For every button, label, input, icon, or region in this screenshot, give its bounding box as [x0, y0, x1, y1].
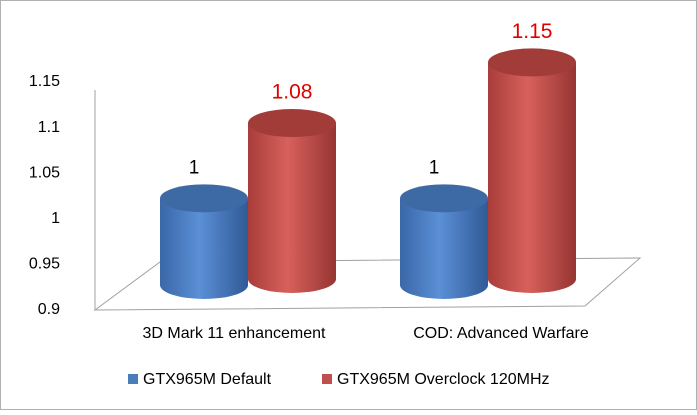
y-tick-label: 1.1 [38, 119, 60, 136]
x-tick-label: COD: Advanced Warfare [413, 325, 589, 342]
legend-label: GTX965M Default [143, 371, 272, 388]
x-tick-label: 3D Mark 11 enhancement [143, 325, 326, 342]
cylinder-top [488, 48, 576, 77]
cylinder [160, 198, 248, 299]
y-tick-label: 1.05 [29, 164, 60, 181]
floor [93, 257, 642, 311]
y-tick-label: 0.9 [38, 301, 60, 318]
y-tick-label: 0.95 [29, 256, 60, 273]
cylinder-top [160, 184, 248, 213]
legend-label: GTX965M Overclock 120MHz [337, 371, 550, 388]
cylinder [488, 62, 576, 294]
data-label: 1.15 [512, 20, 553, 43]
data-label: 1.08 [272, 81, 313, 104]
data-label: 1 [189, 157, 200, 178]
cylinder [248, 123, 336, 293]
cylinder-top [248, 109, 336, 138]
cylinder-top [400, 184, 488, 213]
legend-swatch [128, 374, 138, 384]
y-tick-label: 1.15 [29, 73, 60, 90]
data-label: 1 [429, 157, 440, 178]
legend-swatch [322, 374, 332, 384]
cylinder [400, 198, 488, 299]
y-tick-label: 1 [51, 210, 60, 227]
